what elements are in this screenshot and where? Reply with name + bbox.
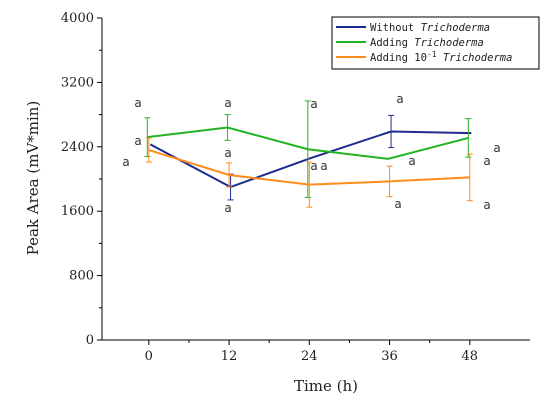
series-layer [144, 100, 473, 208]
legend-label: Adding 10-1 Trichoderma [370, 50, 512, 64]
significance-label: a [493, 141, 500, 155]
y-tick-label: 4000 [61, 11, 94, 26]
y-tick-label: 1600 [61, 204, 94, 219]
y-tick-label: 3200 [61, 75, 94, 90]
significance-label: a [310, 159, 317, 173]
significance-label: a [122, 155, 129, 169]
significance-label: a [224, 201, 231, 215]
legend: Without Trichoderma Adding TrichodermaAdd… [331, 16, 540, 70]
significance-label: a [408, 154, 415, 168]
significance-label: a [310, 97, 317, 111]
significance-label: a [134, 134, 141, 148]
significance-label: a [320, 159, 327, 173]
x-tick-label: 24 [301, 349, 318, 364]
x-tick-label: 12 [221, 349, 238, 364]
x-tick-label: 36 [381, 349, 398, 364]
series-2 [144, 100, 472, 199]
significance-label: a [483, 154, 490, 168]
series-1 [149, 114, 472, 201]
legend-label: Without Trichoderma [370, 22, 490, 34]
x-axis-title: Time (h) [294, 377, 358, 395]
significance-label: a [483, 198, 490, 212]
legend-label: Adding Trichoderma [370, 37, 484, 49]
plot-area: 0 800 1600 2400 3200 4000 0 12 24 36 48 [61, 11, 530, 364]
significance-label: a [394, 197, 401, 211]
x-tick-label: 0 [145, 349, 153, 364]
significance-label: a [224, 146, 231, 160]
significance-label: a [134, 96, 141, 110]
y-tick-label: 0 [86, 333, 94, 348]
y-tick-label: 2400 [61, 140, 94, 155]
series-3 [145, 137, 473, 208]
x-tick-label: 48 [462, 349, 479, 364]
y-tick-label: 800 [69, 269, 94, 284]
significance-label: a [224, 96, 231, 110]
significance-label: a [396, 92, 403, 106]
y-axis-title: Peak Area (mV*min) [24, 101, 42, 256]
legend-box [331, 16, 540, 70]
